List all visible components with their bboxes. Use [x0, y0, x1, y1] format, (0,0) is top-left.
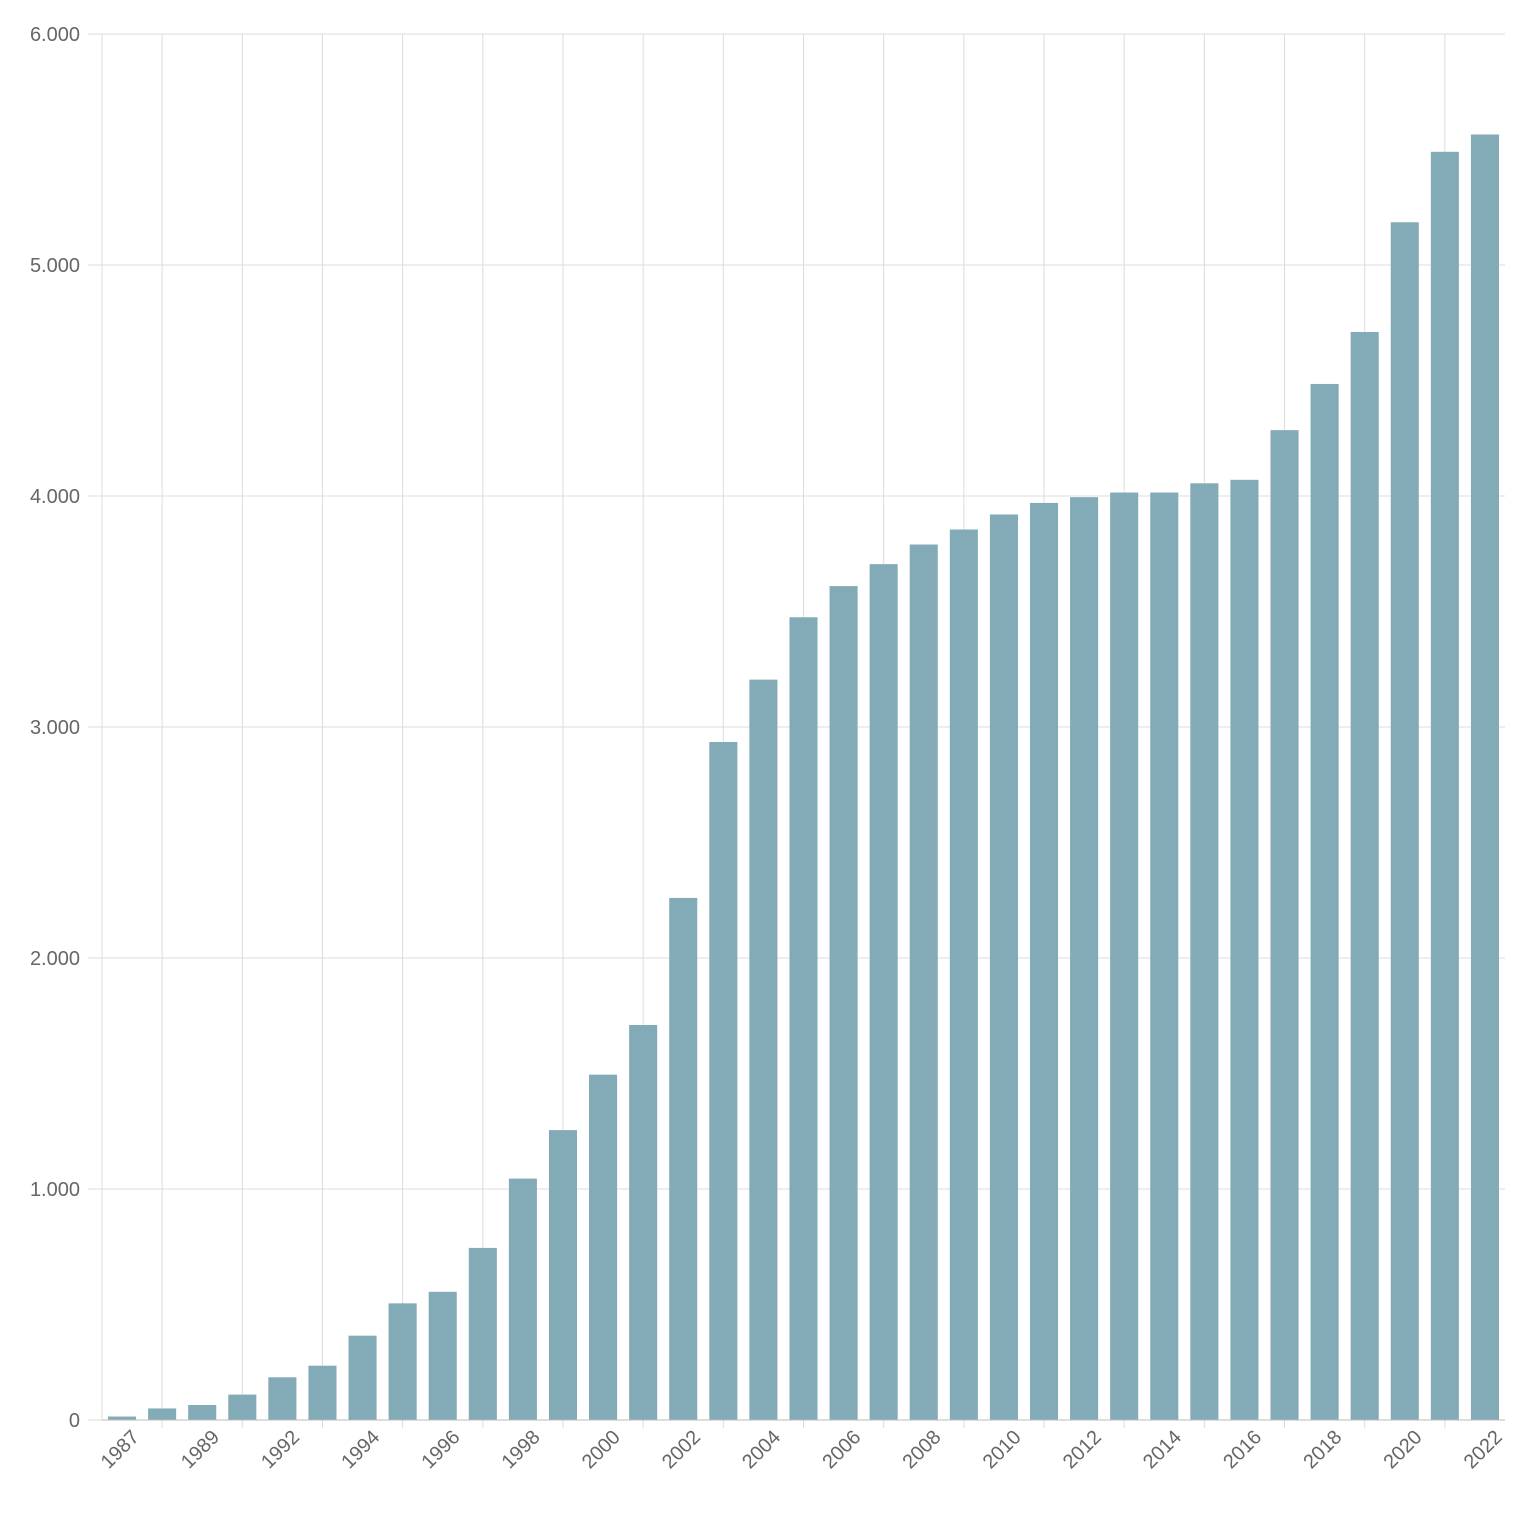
bar — [308, 1365, 337, 1420]
bar — [829, 586, 858, 1420]
y-tick-label: 4.000 — [30, 486, 80, 508]
y-tick-label: 2.000 — [30, 948, 80, 970]
bar — [268, 1377, 297, 1420]
x-tick-label: 2012 — [1059, 1426, 1106, 1473]
bar — [388, 1303, 417, 1420]
y-tick-label: 0 — [69, 1410, 80, 1432]
x-tick-label: 2008 — [899, 1426, 946, 1473]
bar — [909, 544, 938, 1420]
bar — [188, 1404, 217, 1420]
bar — [548, 1130, 578, 1420]
bar — [1029, 502, 1059, 1420]
bar — [709, 742, 738, 1420]
y-tick-label: 3.000 — [30, 717, 80, 739]
x-tick-label: 1987 — [97, 1426, 144, 1473]
x-tick-label: 2020 — [1380, 1426, 1427, 1473]
x-tick-label: 2004 — [738, 1426, 785, 1473]
bar — [1110, 492, 1139, 1420]
bar — [749, 679, 778, 1420]
bar — [428, 1291, 457, 1420]
x-tick-label: 1998 — [498, 1426, 545, 1473]
bar — [869, 564, 898, 1420]
x-tick-label: 1996 — [417, 1426, 464, 1473]
bar — [1430, 151, 1459, 1420]
bar — [1470, 134, 1499, 1421]
x-tick-label: 2016 — [1219, 1426, 1266, 1473]
bar — [629, 1024, 658, 1420]
x-tick-label: 2018 — [1299, 1426, 1346, 1473]
bar — [1390, 222, 1419, 1420]
x-tick-label: 2006 — [818, 1426, 865, 1473]
x-tick-label: 1992 — [257, 1426, 304, 1473]
x-tick-label: 1989 — [177, 1426, 224, 1473]
bar — [789, 617, 818, 1420]
bar — [1270, 430, 1299, 1420]
x-tick-label: 2014 — [1139, 1426, 1186, 1473]
bar — [148, 1408, 177, 1420]
bar — [348, 1335, 377, 1420]
bar — [1150, 492, 1179, 1420]
x-tick-label: 2022 — [1460, 1426, 1507, 1473]
y-tick-label: 1.000 — [30, 1179, 80, 1201]
x-tick-label: 1994 — [337, 1426, 384, 1473]
bar — [108, 1416, 137, 1420]
bar — [1070, 497, 1099, 1420]
bar — [989, 514, 1018, 1420]
y-tick-label: 6.000 — [30, 24, 80, 46]
bar — [1310, 383, 1339, 1421]
bar — [468, 1247, 497, 1420]
bar — [589, 1074, 618, 1420]
bar — [949, 529, 978, 1420]
x-tick-label: 2002 — [658, 1426, 705, 1473]
x-tick-label: 2010 — [979, 1426, 1026, 1473]
bar — [228, 1394, 257, 1420]
bar — [669, 897, 698, 1420]
x-tick-label: 2000 — [578, 1426, 625, 1473]
bar — [1190, 483, 1219, 1420]
bar — [1350, 331, 1379, 1420]
y-tick-label: 5.000 — [30, 255, 80, 277]
bar — [508, 1178, 537, 1420]
bar — [1230, 479, 1259, 1421]
